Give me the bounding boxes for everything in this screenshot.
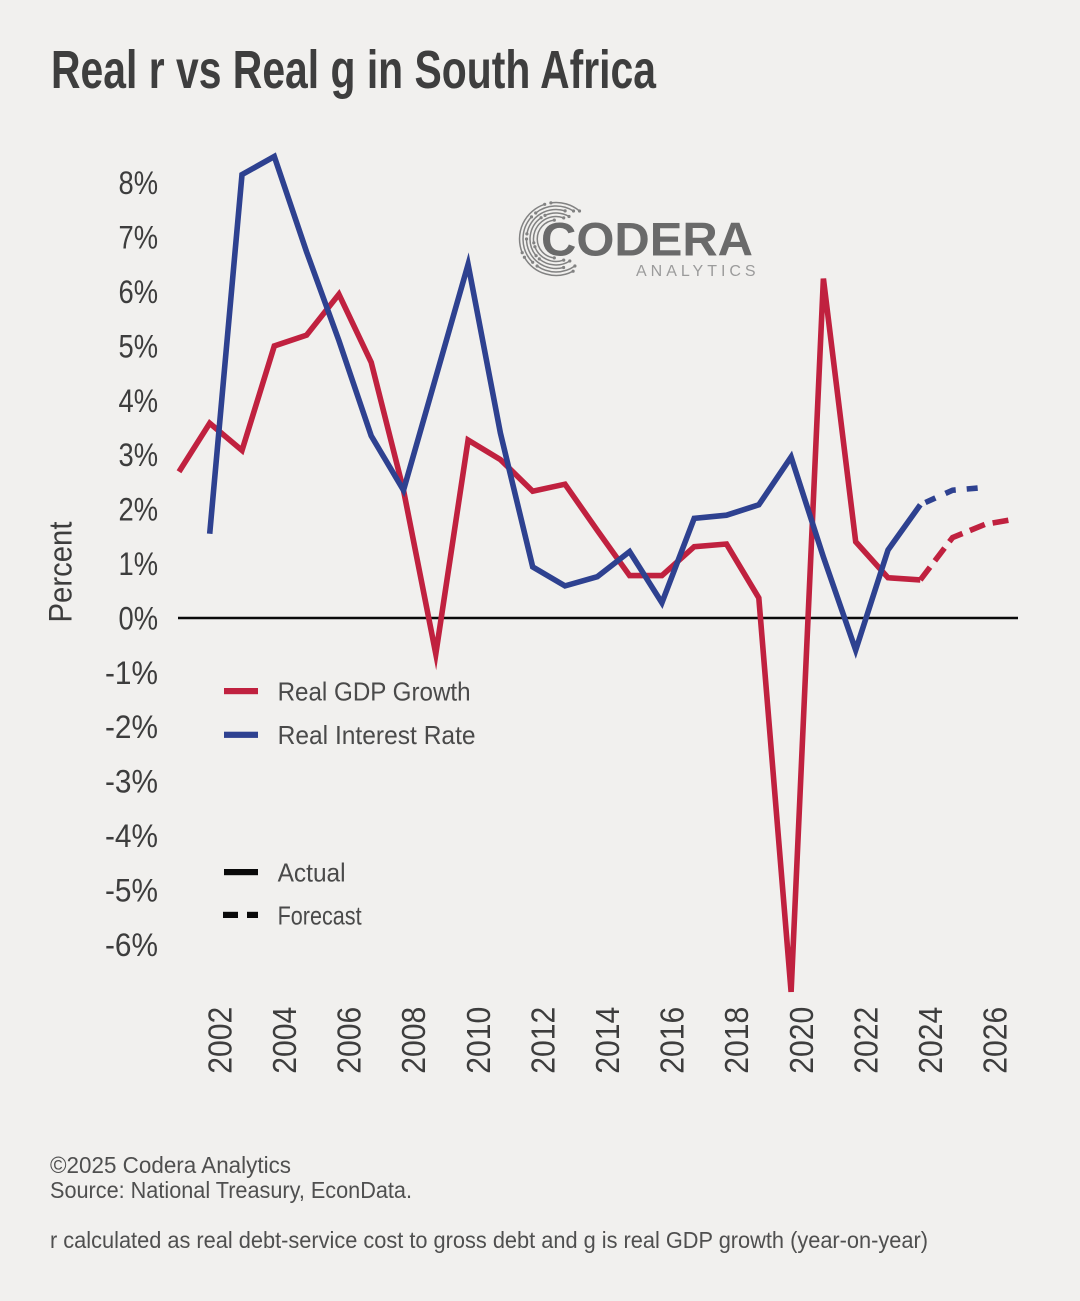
svg-text:2016: 2016 <box>654 1007 691 1074</box>
svg-text:CODERA: CODERA <box>541 213 753 266</box>
svg-text:8%: 8% <box>119 165 159 201</box>
svg-text:6%: 6% <box>119 274 159 310</box>
svg-text:2022: 2022 <box>847 1007 884 1074</box>
svg-text:r calculated as real debt-serv: r calculated as real debt-service cost t… <box>50 1227 928 1253</box>
svg-text:2014: 2014 <box>589 1007 626 1074</box>
svg-text:Real Interest Rate: Real Interest Rate <box>278 720 476 750</box>
svg-text:2026: 2026 <box>977 1007 1014 1074</box>
svg-text:Real r vs Real g in South Afri: Real r vs Real g in South Africa <box>51 40 657 100</box>
svg-text:2020: 2020 <box>783 1007 820 1074</box>
svg-text:-6%: -6% <box>105 927 158 963</box>
svg-text:5%: 5% <box>119 328 159 364</box>
svg-text:2018: 2018 <box>718 1007 755 1074</box>
svg-text:Percent: Percent <box>43 521 79 622</box>
svg-text:-4%: -4% <box>105 818 158 854</box>
svg-text:2024: 2024 <box>912 1007 949 1074</box>
svg-text:Actual: Actual <box>278 857 346 887</box>
svg-text:2010: 2010 <box>460 1007 497 1074</box>
svg-text:-2%: -2% <box>105 709 158 745</box>
svg-text:-5%: -5% <box>105 872 158 908</box>
svg-text:Source: National Treasury, Eco: Source: National Treasury, EconData. <box>50 1177 412 1203</box>
svg-text:1%: 1% <box>119 546 159 582</box>
svg-text:ANALYTICS: ANALYTICS <box>636 263 760 280</box>
svg-text:0%: 0% <box>119 600 159 636</box>
svg-text:-1%: -1% <box>105 655 158 691</box>
svg-text:-3%: -3% <box>105 764 158 800</box>
svg-text:4%: 4% <box>119 383 159 419</box>
svg-text:2002: 2002 <box>201 1007 238 1074</box>
svg-text:3%: 3% <box>119 437 159 473</box>
svg-text:2008: 2008 <box>395 1007 432 1074</box>
svg-text:Real GDP Growth: Real GDP Growth <box>278 677 471 707</box>
svg-text:©2025 Codera Analytics: ©2025 Codera Analytics <box>50 1152 291 1178</box>
svg-text:2004: 2004 <box>266 1007 303 1074</box>
svg-text:Forecast: Forecast <box>278 900 363 930</box>
svg-text:2006: 2006 <box>331 1007 368 1074</box>
svg-text:7%: 7% <box>119 220 159 256</box>
svg-text:2%: 2% <box>119 492 159 528</box>
svg-text:2012: 2012 <box>524 1007 561 1074</box>
